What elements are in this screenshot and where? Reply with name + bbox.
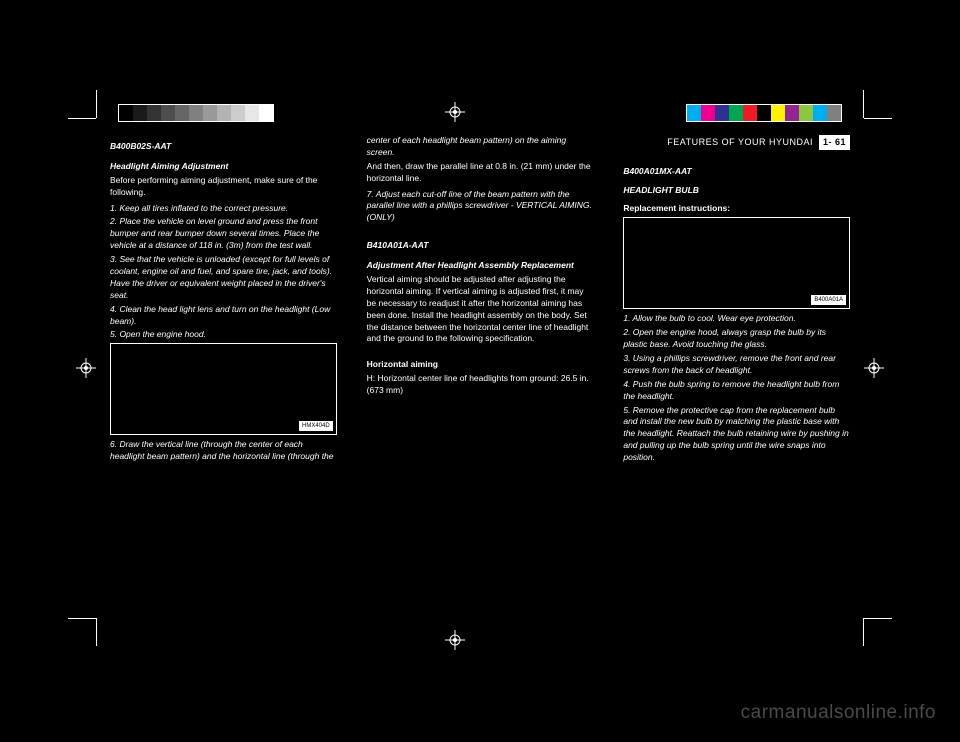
illustration-label: B400A01A [811,295,846,305]
list-item: 4. Push the bulb spring to remove the he… [623,379,850,403]
grayscale-swatches [118,104,274,122]
registration-mark-icon [445,102,465,122]
section-heading: Adjustment After Headlight Assembly Repl… [367,260,594,272]
sub-heading: Replacement instructions: [623,203,850,215]
crop-mark [96,90,97,118]
page-number: 1- 61 [819,135,850,150]
body-text: Vertical aiming should be adjusted after… [367,274,594,345]
list-item: 2. Place the vehicle on level ground and… [110,216,337,252]
spec-line: H: Horizontal center line of headlights … [367,373,594,397]
swatch [813,105,827,121]
swatch [785,105,799,121]
column-3: FEATURES OF YOUR HYUNDAI 1- 61 B400A01MX… [623,135,850,597]
registration-mark-icon [864,358,884,378]
swatch [203,105,217,121]
registration-mark-icon [445,630,465,650]
crop-mark [863,90,864,118]
swatch [189,105,203,121]
registration-mark-icon [76,358,96,378]
section-code: B410A01A-AAT [367,240,594,252]
swatch [687,105,701,121]
illustration-label: HMX404D [299,421,333,431]
page-content: B400B02S-AAT Headlight Aiming Adjustment… [110,135,850,597]
section-heading: Headlight Aiming Adjustment [110,161,337,173]
crop-mark [68,618,96,619]
swatch [175,105,189,121]
spec-heading: Horizontal aiming [367,359,594,371]
list-item: 2. Open the engine hood, always grasp th… [623,327,850,351]
swatch [799,105,813,121]
swatch [231,105,245,121]
crop-mark [863,618,864,646]
section-heading: HEADLIGHT BULB [623,185,850,197]
swatch [245,105,259,121]
list-item: 7. Adjust each cut-off line of the beam … [367,189,594,225]
swatch [771,105,785,121]
column-1: B400B02S-AAT Headlight Aiming Adjustment… [110,135,337,597]
list-item: 6. Draw the vertical line (through the c… [110,439,337,463]
list-item: 3. See that the vehicle is unloaded (exc… [110,254,337,302]
watermark: carmanualsonline.info [741,702,936,724]
illustration-placeholder: HMX404D [110,343,337,435]
swatch [217,105,231,121]
section-code: B400A01MX-AAT [623,166,850,178]
swatch [757,105,771,121]
crop-mark [96,618,97,646]
swatch [147,105,161,121]
column-2: center of each headlight beam pattern) o… [367,135,594,597]
swatch [743,105,757,121]
section-code: B400B02S-AAT [110,141,337,153]
swatch [119,105,133,121]
running-head-text: FEATURES OF YOUR HYUNDAI [667,137,813,147]
swatch [715,105,729,121]
body-text: Before performing aiming adjustment, mak… [110,175,337,199]
list-item: 1. Keep all tires inflated to the correc… [110,203,337,215]
swatch [161,105,175,121]
color-swatches [686,104,842,122]
list-item: 5. Remove the protective cap from the re… [623,405,850,464]
list-item: 4. Clean the head light lens and turn on… [110,304,337,328]
crop-mark [68,118,96,119]
list-item: 1. Allow the bulb to cool. Wear eye prot… [623,313,850,325]
crop-mark [864,618,892,619]
swatch [827,105,841,121]
crop-mark [864,118,892,119]
list-item: 5. Open the engine hood. [110,329,337,341]
list-item: 3. Using a phillips screwdriver, remove … [623,353,850,377]
swatch [133,105,147,121]
illustration-placeholder: B400A01A [623,217,850,309]
list-item: center of each headlight beam pattern) o… [367,135,594,159]
running-head: FEATURES OF YOUR HYUNDAI 1- 61 [623,135,850,150]
swatch [729,105,743,121]
swatch [259,105,273,121]
body-text: And then, draw the parallel line at 0.8 … [367,161,594,185]
swatch [701,105,715,121]
